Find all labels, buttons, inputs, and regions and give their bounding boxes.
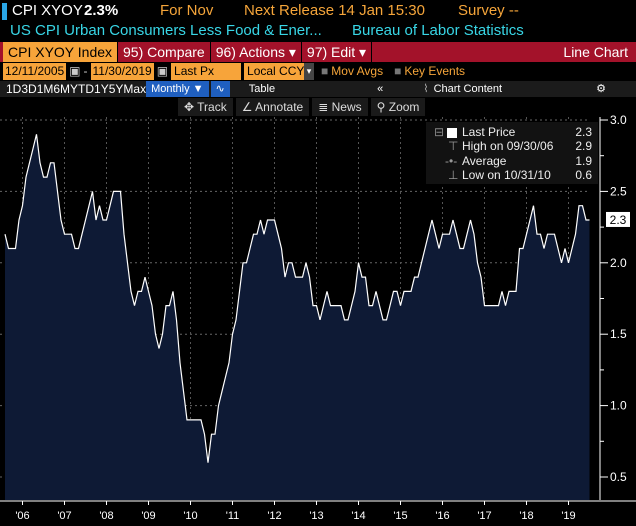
frequency-select[interactable]: Monthly ▼	[146, 81, 209, 97]
survey: Survey --	[458, 2, 519, 19]
chart-content-icon: ⌇	[423, 83, 429, 95]
legend-avg-value: 1.9	[575, 154, 592, 168]
y-tick-label: 2.5	[610, 184, 627, 198]
y-tick-label: 0.5	[610, 470, 627, 484]
source: Bureau of Labor Statistics	[352, 22, 524, 39]
y-tick-label: 1.0	[610, 399, 627, 413]
x-tick-label: '18	[519, 510, 533, 522]
x-tick-label: '17	[477, 510, 491, 522]
chevron-down-icon[interactable]: ▾	[304, 63, 315, 80]
x-tick-label: '10	[183, 510, 197, 522]
range-6m[interactable]: 6M	[53, 82, 71, 96]
ticker-marker	[2, 3, 7, 20]
range-1y[interactable]: 1Y	[94, 82, 109, 96]
calendar-icon[interactable]: ▣	[156, 64, 169, 78]
key-events-label[interactable]: Key Events	[404, 64, 466, 78]
toolbar-bar: CPI XYOY Index 95) Compare 96) Actions ▾…	[0, 42, 636, 62]
start-date-input[interactable]: 12/11/2005	[3, 63, 67, 80]
x-tick-label: '14	[351, 510, 365, 522]
x-tick-label: '07	[57, 510, 71, 522]
high-icon: ⊤	[448, 139, 459, 153]
field-select[interactable]: Last Px	[171, 63, 242, 80]
legend-last-value: 2.3	[575, 125, 592, 139]
x-tick-label: '08	[99, 510, 113, 522]
chart-type[interactable]: Line Chart	[563, 44, 628, 60]
track-button[interactable]: ✥ Track	[178, 98, 233, 116]
news-button[interactable]: ≣ News	[312, 98, 368, 116]
last-value-label: 2.3	[610, 213, 627, 227]
x-tick-label: '09	[141, 510, 155, 522]
last-value-marker	[606, 211, 630, 227]
x-tick-label: '11	[226, 510, 240, 522]
range-3d[interactable]: 3D	[21, 82, 37, 96]
x-tick-label: '15	[393, 510, 407, 522]
x-tick-label: '19	[561, 510, 575, 522]
legend-low-value: 0.6	[575, 168, 592, 182]
range-bar: 1D 3D 1M 6M YTD 1Y 5Y Max Monthly ▼ ∿ Table « ⌇…	[0, 81, 636, 97]
range-1m[interactable]: 1M	[36, 82, 54, 96]
last-price-swatch	[447, 128, 457, 138]
x-tick-label: '13	[309, 510, 323, 522]
date-separator: -	[83, 64, 88, 78]
chart-content-button[interactable]: Chart Content	[433, 83, 503, 95]
zoom-button[interactable]: ⚲ Zoom	[370, 98, 426, 116]
ticker: CPI XYOY	[12, 2, 83, 19]
gear-icon[interactable]: ⚙	[596, 83, 606, 95]
end-date-input[interactable]: 11/30/2019	[90, 63, 154, 80]
range-max[interactable]: Max	[123, 82, 147, 96]
legend-last-label: Last Price	[462, 125, 516, 139]
range-5y[interactable]: 5Y	[108, 82, 124, 96]
x-tick-label: '16	[435, 510, 449, 522]
current-value: 2.3%	[84, 2, 119, 19]
collapse-button[interactable]: «	[377, 83, 384, 95]
next-release: Next Release 14 Jan 15:30	[244, 2, 425, 19]
legend-avg-label: Average	[462, 154, 507, 168]
average-icon: -•-	[445, 154, 458, 168]
low-icon: ⊥	[448, 168, 459, 182]
range-ytd[interactable]: YTD	[70, 82, 95, 96]
period: For Nov	[160, 2, 214, 19]
range-1d[interactable]: 1D	[6, 82, 22, 96]
security-input[interactable]: CPI XYOY Index	[3, 42, 119, 62]
series-line	[4, 134, 590, 463]
chart-tools: ✥ Track ∠ Annotate ≣ News ⚲ Zoom	[178, 98, 426, 116]
legend-high-label: High on 09/30/06	[462, 139, 554, 153]
key-events-checkbox[interactable]: ■	[394, 64, 402, 78]
annotate-button[interactable]: ∠ Annotate	[235, 98, 310, 116]
legend-high-value: 2.9	[575, 139, 592, 153]
x-tick-label: '06	[15, 510, 29, 522]
edit-button[interactable]: 97) Edit ▾	[302, 42, 373, 62]
mov-avgs-label[interactable]: Mov Avgs	[331, 64, 384, 78]
y-tick-label: 3.0	[610, 113, 627, 127]
line-chart-icon[interactable]: ∿	[210, 81, 230, 97]
legend-tree-icon: ⊟	[434, 125, 445, 139]
x-tick-label: '12	[267, 510, 281, 522]
area-fill	[5, 134, 590, 501]
actions-button[interactable]: 96) Actions ▾	[211, 42, 302, 62]
mov-avgs-checkbox[interactable]: ■	[321, 64, 329, 78]
date-row: 12/11/2005 ▣ - 11/30/2019 ▣ Last Px Loca…	[0, 63, 465, 80]
description: US CPI Urban Consumers Less Food & Ener.…	[10, 22, 322, 39]
compare-button[interactable]: 95) Compare	[118, 42, 211, 62]
currency-select[interactable]: Local CCY	[244, 63, 304, 80]
y-tick-label: 2.0	[610, 256, 627, 270]
legend: ⊟ Last Price 2.3 ⊤ High on 09/30/06 2.9 …	[426, 122, 598, 184]
legend-low-label: Low on 10/31/10	[462, 168, 551, 182]
y-tick-label: 1.5	[610, 327, 627, 341]
table-button[interactable]: Table	[248, 83, 276, 95]
calendar-icon[interactable]: ▣	[69, 64, 81, 78]
